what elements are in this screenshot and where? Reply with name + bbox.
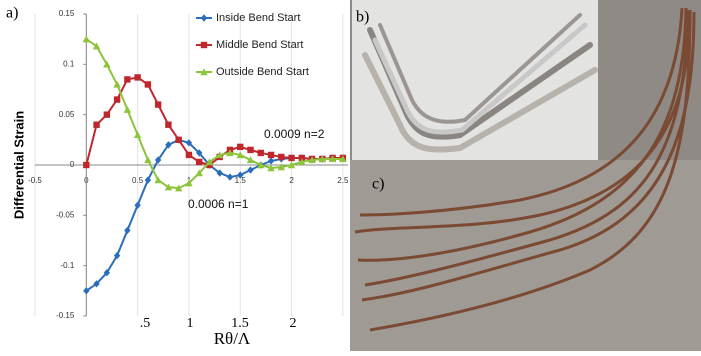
marker (134, 74, 141, 81)
y-tick-label: 0.05 (59, 110, 75, 119)
marker (200, 41, 208, 49)
marker (82, 35, 91, 43)
marker (154, 101, 162, 108)
bottom-label: .5 (140, 316, 151, 331)
marker (175, 136, 182, 144)
marker (154, 176, 162, 184)
marker (318, 155, 327, 163)
y-axis-title: Differential Strain (11, 111, 26, 219)
bottom-label: 2 (290, 316, 297, 331)
panel-label: b) (356, 9, 369, 26)
marker (200, 14, 208, 22)
marker (267, 157, 275, 165)
y-tick-label: -0.15 (56, 311, 75, 320)
x-tick-label: 1.5 (235, 176, 247, 185)
marker (93, 280, 100, 288)
x-tick-label: 0.5 (132, 176, 144, 185)
marker (103, 269, 111, 277)
photo-b (352, 0, 598, 160)
marker (257, 161, 265, 169)
marker (236, 151, 244, 159)
marker (103, 111, 111, 118)
marker (195, 158, 203, 166)
marker (226, 149, 234, 157)
marker (174, 184, 183, 192)
series-line (85, 38, 343, 190)
marker (288, 154, 295, 162)
marker (144, 176, 152, 184)
marker (298, 158, 306, 166)
y-tick-label: -0.1 (61, 261, 75, 270)
x-axis-title: Rθ/Λ (214, 329, 251, 348)
marker (124, 76, 131, 83)
marker (185, 179, 193, 187)
marker (144, 156, 152, 164)
marker (247, 166, 254, 174)
marker (123, 105, 132, 113)
marker (113, 80, 121, 88)
y-tick-label: 0.15 (59, 9, 75, 18)
y-tick-label: 0.1 (63, 59, 75, 68)
marker (237, 143, 244, 151)
marker (216, 169, 223, 177)
marker (267, 164, 275, 172)
marker (103, 60, 111, 68)
marker (164, 183, 173, 191)
marker (205, 158, 214, 166)
marker (133, 131, 142, 138)
marker (144, 81, 152, 88)
marker (83, 161, 90, 169)
legend-label: Middle Bend Start (216, 39, 303, 51)
panel-label: c) (372, 176, 384, 193)
marker (246, 156, 255, 164)
marker (124, 226, 131, 235)
marker (154, 156, 162, 164)
x-tick-label: 2 (289, 176, 294, 185)
marker (113, 96, 121, 103)
marker (278, 153, 285, 161)
bottom-label: 1.5 (231, 316, 249, 331)
marker (339, 155, 347, 163)
marker (83, 287, 90, 295)
panel-label: a) (6, 5, 18, 22)
marker (200, 68, 208, 76)
marker (237, 171, 244, 179)
marker (277, 163, 285, 171)
series-line (85, 76, 343, 167)
marker (216, 151, 224, 159)
marker (93, 121, 100, 128)
marker (165, 141, 172, 149)
marker (257, 149, 264, 157)
y-tick-label: -0.05 (56, 210, 75, 219)
marker (195, 169, 203, 177)
marker (328, 155, 337, 163)
marker (226, 173, 234, 181)
legend-label: Inside Bend Start (216, 12, 300, 24)
marker (113, 251, 121, 260)
marker (298, 154, 306, 162)
x-tick-label: -0.5 (28, 176, 42, 185)
marker (185, 139, 193, 147)
annotation: 0.0006 n=1 (188, 197, 249, 211)
annotation: 0.0009 n=2 (264, 127, 325, 141)
marker (287, 161, 296, 169)
legend-label: Outside Bend Start (216, 66, 309, 78)
marker (92, 42, 101, 50)
marker (308, 156, 316, 164)
marker (165, 121, 172, 128)
marker (247, 146, 254, 154)
marker (267, 151, 275, 159)
bottom-label: 1 (187, 316, 194, 331)
marker (195, 149, 203, 157)
marker (185, 151, 193, 159)
x-tick-label: 2.5 (337, 176, 349, 185)
marker (134, 201, 141, 209)
